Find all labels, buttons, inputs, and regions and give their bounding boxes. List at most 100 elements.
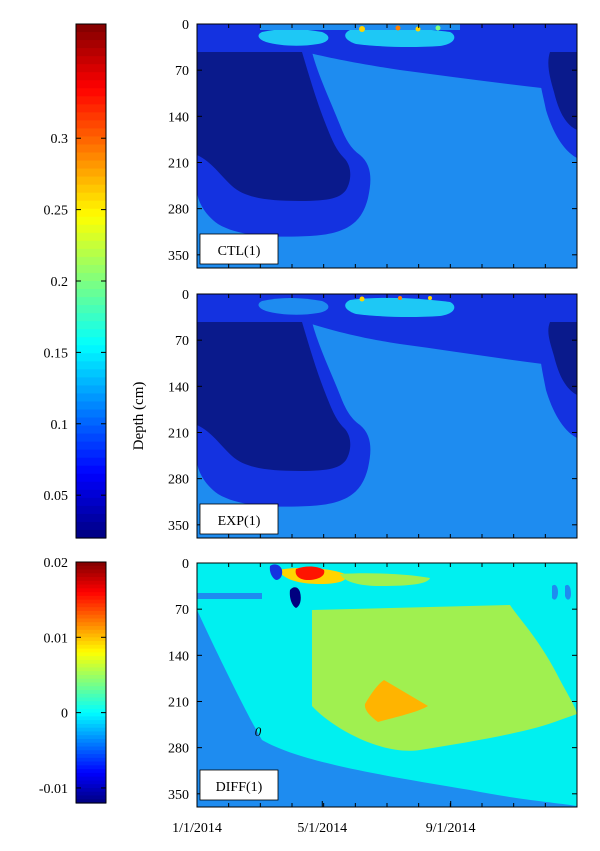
colorbar-band bbox=[76, 720, 106, 725]
colorbar-band bbox=[76, 588, 106, 593]
panel-diff-label: DIFF(1) bbox=[216, 780, 263, 795]
colorbar-band bbox=[76, 441, 106, 451]
colorbar-band bbox=[76, 297, 106, 306]
colorbar-band bbox=[76, 136, 106, 146]
colorbar-band bbox=[76, 674, 106, 680]
panel-exp-field bbox=[197, 294, 577, 538]
colorbar-top-gradient bbox=[76, 24, 106, 539]
ctl-region-navy-right bbox=[548, 52, 577, 130]
x-tick-label: 9/1/2014 bbox=[426, 821, 476, 836]
ctl-region-navy-left bbox=[197, 52, 351, 201]
diff-contour-label: 0 bbox=[255, 724, 262, 739]
y-tick-label: 140 bbox=[168, 380, 189, 395]
colorbar-band bbox=[76, 738, 106, 744]
colorbar-bottom-gradient bbox=[76, 562, 106, 804]
colorbar-band bbox=[76, 224, 106, 234]
colorbar-band bbox=[76, 144, 106, 154]
y-tick-label: 350 bbox=[168, 788, 189, 803]
y-tick-label: 140 bbox=[168, 649, 189, 664]
exp-surface-hotspot bbox=[359, 296, 365, 302]
colorbar-top: 0.3 0.25 0.2 0.15 0.1 0.05 bbox=[44, 23, 107, 539]
colorbar-band bbox=[76, 337, 106, 346]
colorbar-tick-label: 0.15 bbox=[44, 346, 69, 361]
colorbar-tick-label: 0.02 bbox=[44, 556, 69, 571]
colorbar-band bbox=[76, 723, 106, 729]
colorbar-tick-label: 0.01 bbox=[44, 631, 69, 646]
colorbar-band bbox=[76, 686, 106, 691]
colorbar-band bbox=[76, 176, 106, 186]
colorbar-tick-label: 0 bbox=[61, 707, 68, 722]
colorbar-band bbox=[76, 776, 106, 782]
colorbar-band bbox=[76, 256, 106, 266]
colorbar-bottom: 0.02 0.01 0 -0.01 bbox=[39, 556, 107, 804]
colorbar-band bbox=[76, 529, 106, 539]
exp-region-surface-cyan-2 bbox=[345, 297, 455, 318]
colorbar-band bbox=[76, 757, 106, 763]
colorbar-band bbox=[76, 769, 106, 774]
colorbar-band bbox=[76, 678, 106, 684]
panel-ctl-yticks: 0 70 140 210 280 350 bbox=[168, 18, 578, 268]
y-tick-label: 210 bbox=[168, 426, 189, 441]
panel-diff-field bbox=[197, 563, 577, 807]
ctl-region-surface-cyan-2 bbox=[345, 27, 455, 48]
colorbar-band bbox=[76, 761, 106, 766]
colorbar-bottom-ticks: 0.02 0.01 0 -0.01 bbox=[39, 556, 106, 797]
colorbar-band bbox=[76, 656, 106, 661]
colorbar-band bbox=[76, 457, 106, 467]
colorbar-band bbox=[76, 573, 106, 578]
exp-region-blue-wedge bbox=[305, 322, 577, 368]
ctl-surface-hotspot bbox=[415, 26, 421, 32]
colorbar-band bbox=[76, 633, 106, 638]
colorbar-band bbox=[76, 787, 106, 793]
colorbar-band bbox=[76, 481, 106, 491]
colorbar-band bbox=[76, 40, 106, 49]
y-tick-label: 210 bbox=[168, 695, 189, 710]
colorbar-band bbox=[76, 305, 106, 314]
colorbar-band bbox=[76, 648, 106, 653]
colorbar-band bbox=[76, 184, 106, 194]
colorbar-band bbox=[76, 599, 106, 605]
colorbar-band bbox=[76, 112, 106, 121]
colorbar-tick-label: 0.25 bbox=[44, 204, 69, 219]
panel-exp-label-box: EXP(1) bbox=[199, 503, 279, 535]
colorbar-band bbox=[76, 791, 106, 797]
colorbar-band bbox=[76, 565, 106, 571]
colorbar-band bbox=[76, 96, 106, 105]
colorbar-band bbox=[76, 671, 106, 676]
colorbar-tick-label: 0.2 bbox=[51, 275, 69, 290]
colorbar-band bbox=[76, 610, 106, 616]
colorbar-band bbox=[76, 473, 106, 483]
diff-region-blue-blob bbox=[269, 564, 283, 580]
y-tick-label: 350 bbox=[168, 249, 189, 264]
colorbar-band bbox=[76, 160, 106, 170]
colorbar-band bbox=[76, 104, 106, 113]
colorbar-band bbox=[76, 731, 106, 736]
colorbar-band bbox=[76, 592, 106, 597]
colorbar-band bbox=[76, 289, 106, 298]
colorbar-band bbox=[76, 735, 106, 740]
colorbar-band bbox=[76, 281, 106, 290]
colorbar-band bbox=[76, 754, 106, 759]
y-tick-label: 70 bbox=[175, 603, 189, 618]
colorbar-bottom-frame bbox=[75, 561, 107, 804]
colorbar-band bbox=[76, 577, 106, 582]
ctl-surface-hotspot bbox=[395, 25, 401, 31]
colorbar-band bbox=[76, 784, 106, 789]
colorbar-band bbox=[76, 705, 106, 710]
colorbar-band bbox=[76, 208, 106, 218]
colorbar-band bbox=[76, 200, 106, 210]
colorbar-band bbox=[76, 80, 106, 89]
colorbar-tick-label: 0.05 bbox=[44, 489, 69, 504]
colorbar-band bbox=[76, 192, 106, 202]
colorbar-band bbox=[76, 72, 106, 81]
exp-region-navy-right bbox=[548, 322, 577, 395]
colorbar-band bbox=[76, 120, 106, 130]
colorbar-band bbox=[76, 697, 106, 702]
colorbar-band bbox=[76, 248, 106, 258]
colorbar-tick-label: 0.1 bbox=[51, 418, 69, 433]
y-tick-label: 350 bbox=[168, 519, 189, 534]
colorbar-band bbox=[76, 644, 106, 650]
colorbar-band bbox=[76, 659, 106, 665]
colorbar-band bbox=[76, 353, 106, 362]
colorbar-band bbox=[76, 313, 106, 322]
